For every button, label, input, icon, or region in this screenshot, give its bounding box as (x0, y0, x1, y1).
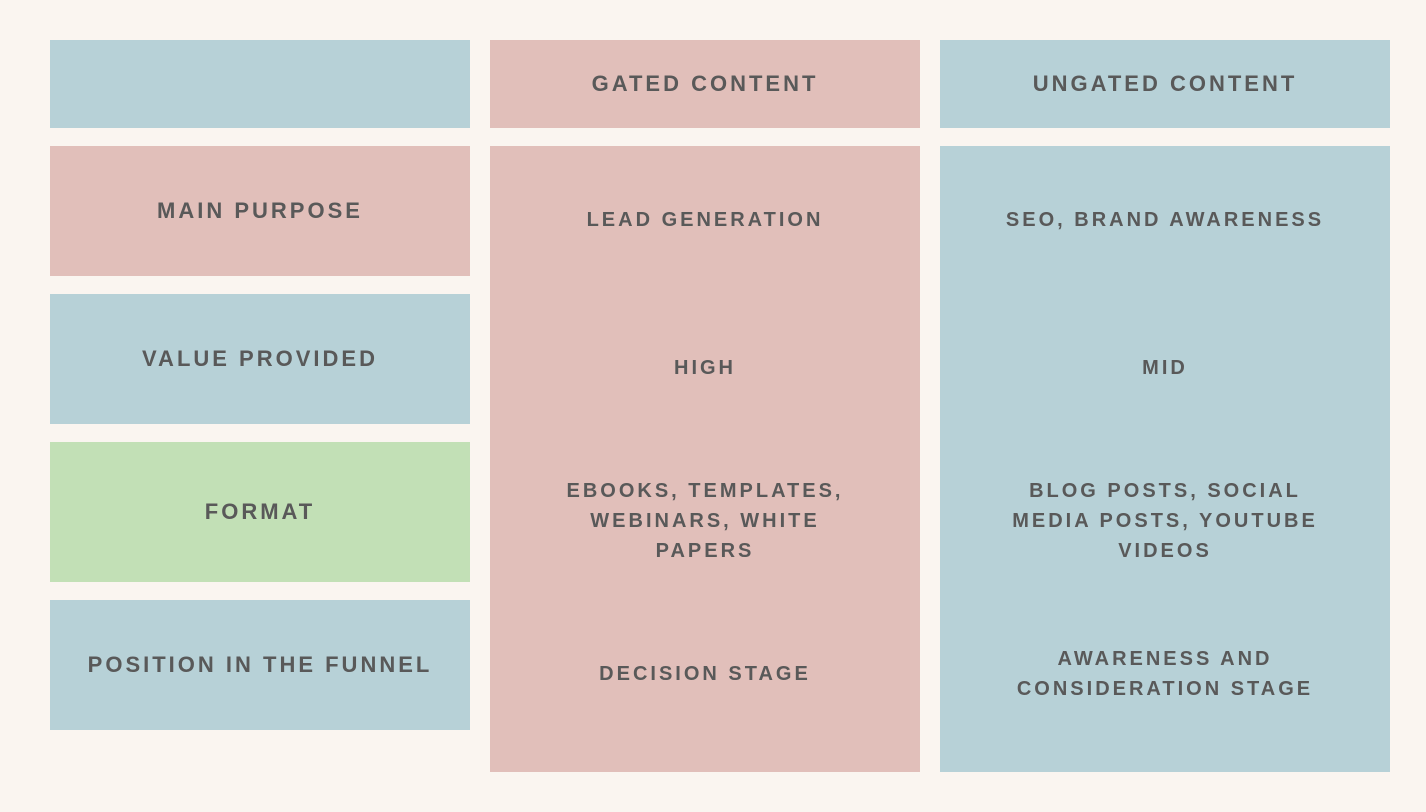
comparison-table: MAIN PURPOSE VALUE PROVIDED FORMAT POSIT… (50, 40, 1376, 772)
cell-ungated-format: BLOG POSTS, SOCIAL MEDIA POSTS, YOUTUBE … (940, 442, 1390, 600)
row-label-value-provided: VALUE PROVIDED (50, 294, 470, 424)
cell-gated-position-funnel: DECISION STAGE (490, 600, 920, 748)
row-labels-column: MAIN PURPOSE VALUE PROVIDED FORMAT POSIT… (50, 40, 470, 772)
gated-column: GATED CONTENT LEAD GENERATION HIGH EBOOK… (490, 40, 920, 772)
cell-gated-format: EBOOKS, TEMPLATES, WEBINARS, WHITE PAPER… (490, 442, 920, 600)
cell-ungated-value-provided: MID (940, 294, 1390, 442)
column-header-gated: GATED CONTENT (490, 40, 920, 128)
cell-gated-main-purpose: LEAD GENERATION (490, 146, 920, 294)
header-spacer-cell (50, 40, 470, 128)
column-header-ungated: UNGATED CONTENT (940, 40, 1390, 128)
row-label-position-funnel: POSITION IN THE FUNNEL (50, 600, 470, 730)
cell-ungated-position-funnel: AWARENESS AND CONSIDERATION STAGE (940, 600, 1390, 748)
gated-body: LEAD GENERATION HIGH EBOOKS, TEMPLATES, … (490, 146, 920, 772)
row-label-format: FORMAT (50, 442, 470, 582)
ungated-body: SEO, BRAND AWARENESS MID BLOG POSTS, SOC… (940, 146, 1390, 772)
cell-ungated-main-purpose: SEO, BRAND AWARENESS (940, 146, 1390, 294)
row-label-main-purpose: MAIN PURPOSE (50, 146, 470, 276)
cell-gated-value-provided: HIGH (490, 294, 920, 442)
ungated-column: UNGATED CONTENT SEO, BRAND AWARENESS MID… (940, 40, 1390, 772)
